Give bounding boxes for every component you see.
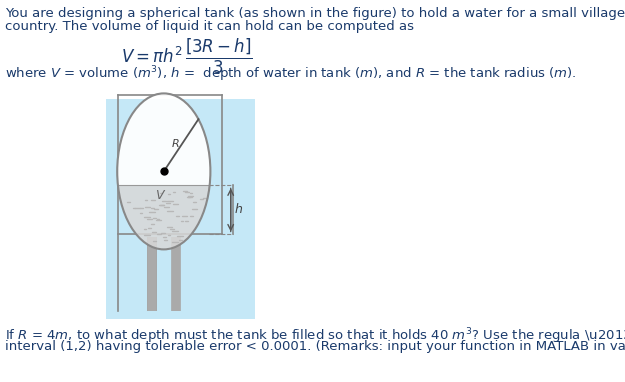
Text: V: V <box>155 189 163 202</box>
Text: country. The volume of liquid it can hold can be computed as: country. The volume of liquid it can hol… <box>5 20 414 33</box>
Text: You are designing a spherical tank (as shown in the figure) to hold a water for : You are designing a spherical tank (as s… <box>5 7 625 20</box>
Text: interval (1,2) having tolerable error < 0.0001. (Remarks: input your function in: interval (1,2) having tolerable error < … <box>5 340 625 353</box>
Polygon shape <box>118 185 209 249</box>
Text: where $V$ = volume ($m^3$), $h$ =  depth of water in tank ($m$), and $R$ = the t: where $V$ = volume ($m^3$), $h$ = depth … <box>5 64 576 84</box>
Text: If $R$ = 4$m$, to what depth must the tank be filled so that it holds 40 $m^3$? : If $R$ = 4$m$, to what depth must the ta… <box>5 326 625 346</box>
Polygon shape <box>118 94 211 185</box>
Text: R: R <box>172 139 180 149</box>
Text: $V = \pi h^2\,\dfrac{[3R-h]}{3}$: $V = \pi h^2\,\dfrac{[3R-h]}{3}$ <box>121 37 253 76</box>
Text: h: h <box>234 204 242 217</box>
Bar <box>106 99 254 319</box>
